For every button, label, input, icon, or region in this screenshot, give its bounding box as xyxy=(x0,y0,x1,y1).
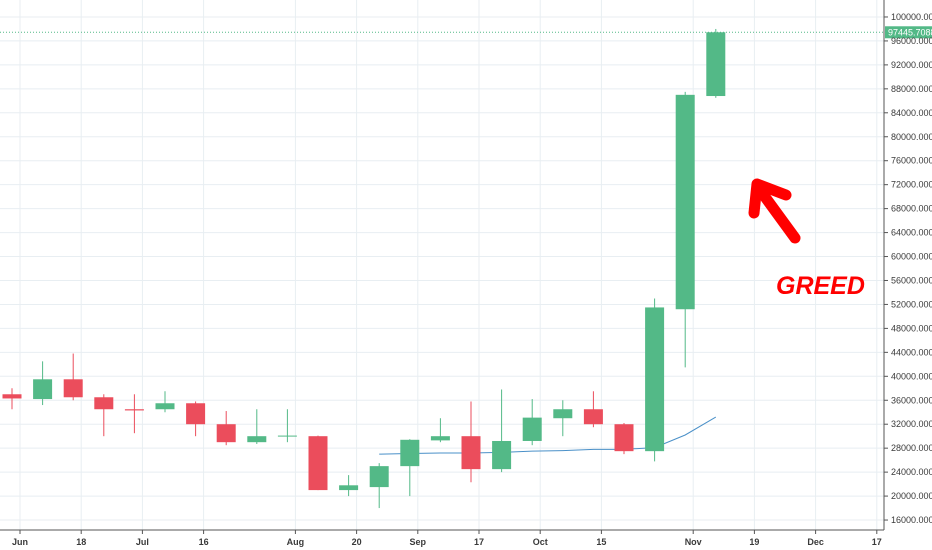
y-tick-label: 64000.0000 xyxy=(891,228,932,238)
candle-body xyxy=(430,436,450,441)
candle-body xyxy=(339,485,359,491)
candle xyxy=(583,391,603,428)
last-price-layer: 97445.7088 xyxy=(0,26,932,39)
candle xyxy=(522,399,542,446)
candle-body xyxy=(675,94,695,310)
candle xyxy=(492,389,512,473)
y-tick-label: 56000.0000 xyxy=(891,275,932,285)
candle xyxy=(430,418,450,443)
y-tick-label: 68000.0000 xyxy=(891,204,932,214)
candle-body xyxy=(492,440,512,470)
candle-body xyxy=(186,403,206,425)
candle xyxy=(339,475,359,497)
last-price-label: 97445.7088 xyxy=(888,27,932,37)
candle-body xyxy=(277,435,297,437)
candle xyxy=(63,353,83,401)
y-tick-label: 48000.0000 xyxy=(891,323,932,333)
candle xyxy=(369,463,389,509)
candle xyxy=(155,391,175,413)
y-tick-label: 16000.0000 xyxy=(891,515,932,525)
y-tick-label: 20000.0000 xyxy=(891,491,932,501)
x-tick-label: 17 xyxy=(872,537,882,547)
x-tick-label: Jul xyxy=(136,537,149,547)
candle xyxy=(645,298,665,462)
candle xyxy=(247,409,267,444)
y-tick-label: 72000.0000 xyxy=(891,180,932,190)
candle-body xyxy=(706,32,726,97)
candle xyxy=(400,439,420,497)
candle xyxy=(33,361,53,406)
y-tick-label: 80000.0000 xyxy=(891,132,932,142)
y-tick-label: 92000.0000 xyxy=(891,60,932,70)
candle-body xyxy=(308,436,328,491)
y-tick-label: 36000.0000 xyxy=(891,395,932,405)
y-tick-label: 44000.0000 xyxy=(891,347,932,357)
x-tick-label: 19 xyxy=(749,537,759,547)
candle-body xyxy=(400,439,420,467)
grid-lines xyxy=(0,0,884,530)
y-tick-label: 84000.0000 xyxy=(891,108,932,118)
candle xyxy=(614,423,634,455)
candle-body xyxy=(2,394,22,399)
x-tick-label: Dec xyxy=(807,537,824,547)
candle xyxy=(706,28,726,98)
x-tick-label: 15 xyxy=(596,537,606,547)
candle-body xyxy=(124,409,144,411)
x-tick-label: Nov xyxy=(685,537,702,547)
candle-body xyxy=(63,379,83,398)
candle-body xyxy=(247,436,267,443)
x-tick-label: Oct xyxy=(533,537,548,547)
candle-body xyxy=(553,409,573,419)
y-tick-label: 60000.0000 xyxy=(891,252,932,262)
candle-body xyxy=(94,397,114,410)
candle-body xyxy=(583,409,603,425)
candle xyxy=(216,411,236,446)
candle-body xyxy=(369,466,389,488)
last-price-tag xyxy=(885,26,932,39)
y-tick-label: 100000.0000 xyxy=(891,12,932,22)
x-tick-label: Jun xyxy=(12,537,28,547)
candle-body xyxy=(461,436,481,470)
x-tick-label: Aug xyxy=(287,537,305,547)
x-tick-label: 17 xyxy=(474,537,484,547)
candle-body xyxy=(522,417,542,441)
candle-body xyxy=(33,379,53,400)
y-tick-label: 32000.0000 xyxy=(891,419,932,429)
candle xyxy=(186,401,206,437)
red-arrow-icon xyxy=(748,178,801,244)
candle xyxy=(308,435,328,491)
candle xyxy=(553,400,573,437)
candles-layer xyxy=(2,28,726,509)
y-tick-label: 96000.0000 xyxy=(891,36,932,46)
x-tick-label: 20 xyxy=(352,537,362,547)
y-tick-label: 24000.0000 xyxy=(891,467,932,477)
candle xyxy=(675,91,695,368)
candle-body xyxy=(216,424,236,443)
x-tick-label: Sep xyxy=(410,537,427,547)
y-tick-label: 40000.0000 xyxy=(891,371,932,381)
candle xyxy=(124,394,144,434)
greed-label: GREED xyxy=(776,272,865,300)
candle xyxy=(2,388,22,410)
candle-body xyxy=(645,307,665,452)
y-tick-label: 76000.0000 xyxy=(891,156,932,166)
x-tick-label: 16 xyxy=(199,537,209,547)
candle xyxy=(461,401,481,483)
annotation-layer: GREED xyxy=(748,178,865,300)
x-tick-label: 18 xyxy=(76,537,86,547)
candle xyxy=(94,394,114,437)
candle xyxy=(277,409,297,443)
y-tick-label: 88000.0000 xyxy=(891,84,932,94)
candle-body xyxy=(614,424,634,452)
y-tick-label: 28000.0000 xyxy=(891,443,932,453)
candle-body xyxy=(155,403,175,410)
y-tick-label: 52000.0000 xyxy=(891,299,932,309)
